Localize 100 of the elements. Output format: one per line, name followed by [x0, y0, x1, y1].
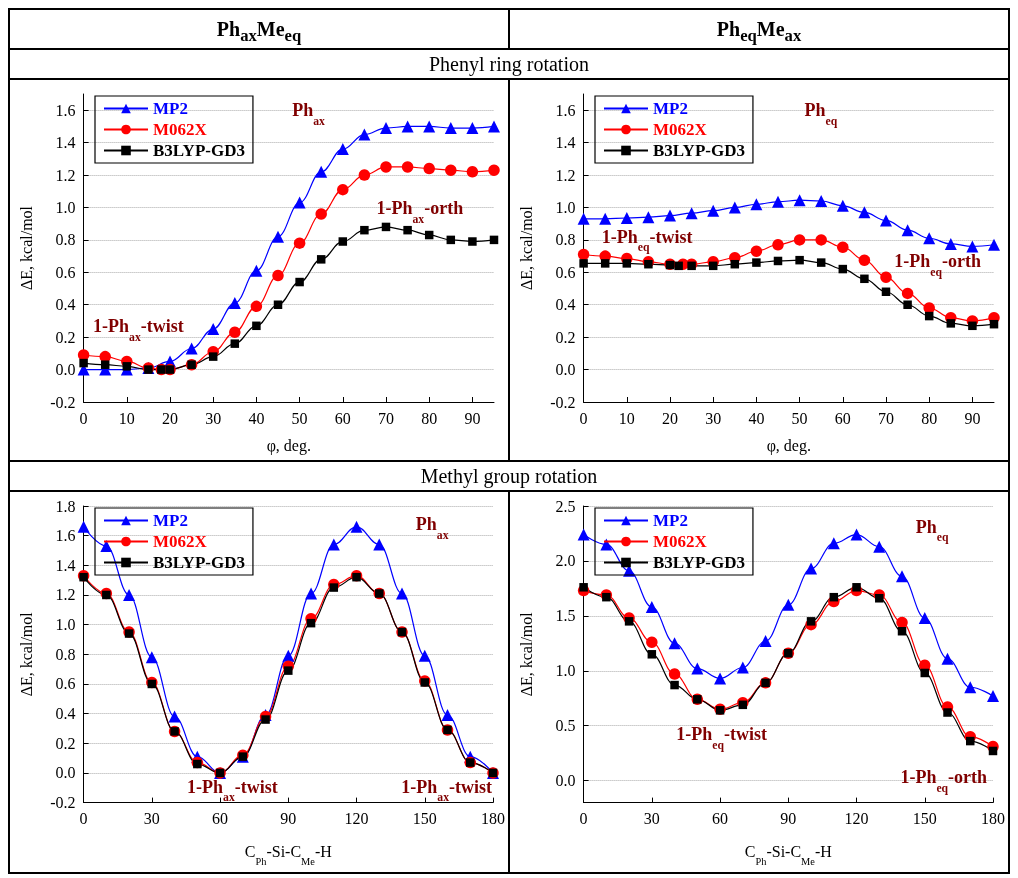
y-axis-title: ΔE, kcal/mol	[517, 611, 535, 697]
point	[793, 234, 806, 246]
y-tick-label: -0.2	[50, 393, 76, 411]
point	[418, 649, 431, 662]
point	[468, 237, 477, 246]
point	[685, 207, 698, 220]
y-tick-label: 1.2	[55, 166, 76, 184]
point	[577, 528, 590, 541]
point	[305, 587, 318, 600]
legend-label: B3LYP-GD3	[653, 141, 745, 160]
x-tick-label: 90	[964, 409, 981, 427]
legend-label: B3LYP-GD3	[653, 553, 745, 572]
point	[488, 120, 500, 133]
point	[145, 651, 158, 664]
x-tick-label: 0	[579, 810, 588, 828]
point	[750, 245, 763, 257]
point	[228, 297, 241, 310]
x-tick-label: 90	[464, 409, 481, 427]
x-tick-label: 30	[643, 810, 660, 828]
point	[261, 715, 270, 724]
point	[441, 709, 454, 722]
point	[229, 326, 241, 339]
x-tick-label: 90	[780, 810, 797, 828]
point	[77, 520, 90, 533]
point	[880, 214, 892, 227]
point	[901, 287, 914, 300]
point	[728, 201, 741, 214]
x-tick-label: 0	[79, 810, 88, 828]
point	[284, 666, 293, 675]
y-tick-label: 0.2	[555, 328, 576, 346]
x-tick-label: 0	[579, 409, 588, 427]
point	[714, 672, 727, 685]
point	[293, 237, 306, 249]
point	[338, 237, 348, 246]
y-tick-label: 1.8	[55, 497, 76, 515]
x-tick-label: 150	[912, 810, 937, 828]
point	[805, 562, 818, 575]
y-tick-label: 0.8	[55, 231, 76, 249]
point	[674, 261, 683, 271]
point	[815, 234, 827, 246]
point	[100, 540, 113, 553]
point	[896, 570, 909, 583]
y-tick-label: -0.2	[50, 794, 76, 812]
chart-title: Ph$_{ax}$Me$_{eq}$	[9, 9, 509, 49]
point	[272, 230, 284, 243]
point	[873, 540, 886, 553]
x-axis-title: φ, deg.	[266, 437, 311, 456]
x-tick-label: 50	[291, 409, 308, 427]
point	[373, 538, 386, 551]
point	[273, 300, 283, 309]
point	[316, 255, 326, 264]
x-axis-title: φ, deg.	[766, 437, 811, 456]
point	[380, 161, 392, 173]
point	[647, 650, 657, 659]
y-tick-label: 0.4	[55, 296, 76, 314]
point	[168, 710, 181, 723]
point	[230, 339, 240, 348]
point	[923, 232, 936, 245]
y-tick-label: 1.4	[55, 556, 76, 574]
legend-label: MP2	[153, 99, 188, 118]
point	[941, 652, 954, 665]
point	[250, 264, 263, 277]
y-tick-label: -0.2	[550, 393, 576, 411]
point	[850, 528, 863, 541]
x-tick-label: 180	[481, 810, 505, 828]
point	[642, 211, 655, 224]
y-tick-label: 1.0	[555, 662, 576, 680]
point	[782, 598, 795, 611]
x-tick-label: 50	[791, 409, 808, 427]
y-tick-label: 1.2	[555, 166, 576, 184]
y-axis-title: ΔE, kcal/mol	[17, 205, 35, 291]
point	[837, 241, 849, 253]
y-tick-label: 0.2	[55, 328, 76, 346]
point	[736, 661, 749, 674]
point	[988, 238, 1000, 251]
point	[966, 240, 979, 253]
point	[987, 690, 999, 703]
y-tick-label: 1.2	[55, 586, 76, 604]
y-axis-title: ΔE, kcal/mol	[17, 611, 35, 697]
point	[272, 269, 284, 282]
legend-label: M062X	[653, 532, 708, 551]
y-tick-label: 1.4	[555, 134, 576, 152]
point	[759, 635, 772, 648]
point	[918, 612, 931, 625]
point	[444, 122, 457, 135]
point	[358, 169, 371, 181]
point	[620, 212, 633, 225]
x-tick-label: 80	[921, 409, 938, 427]
point	[968, 321, 977, 331]
legend-label: MP2	[653, 511, 688, 530]
y-tick-label: 0.6	[55, 675, 76, 693]
y-tick-label: 1.6	[555, 101, 576, 119]
x-tick-label: 120	[344, 810, 369, 828]
legend-label: M062X	[153, 532, 208, 551]
x-tick-label: 150	[412, 810, 437, 828]
legend-label: M062X	[153, 120, 208, 139]
y-tick-label: 0.4	[55, 705, 76, 723]
point	[646, 636, 658, 648]
chart-subtitle: Methyl group rotation	[9, 461, 1009, 491]
point	[624, 617, 634, 626]
